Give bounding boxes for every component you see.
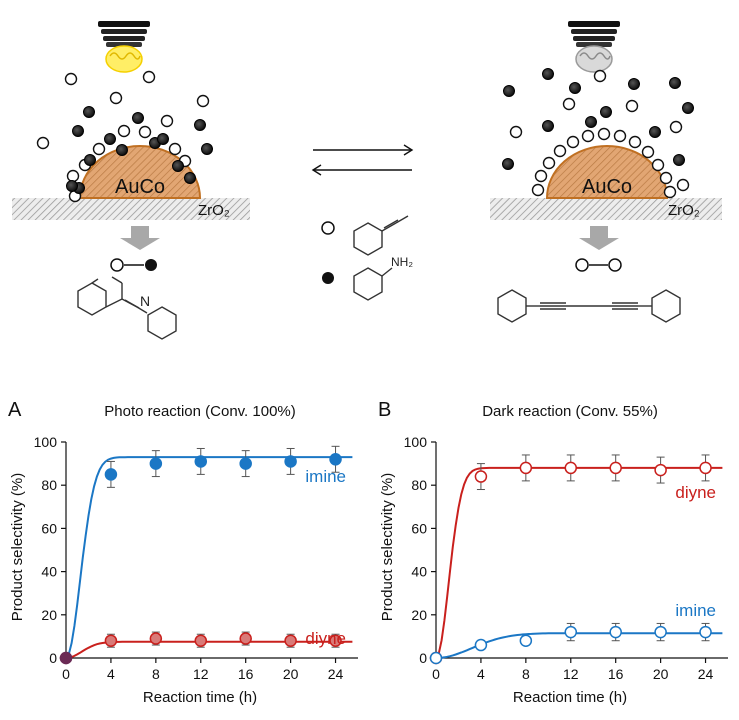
amine-group-label: NH₂: [391, 255, 413, 269]
chart-b-svg: B Dark reaction (Conv. 55%) Product sele…: [378, 399, 728, 706]
chart-b-x-tick-label: 24: [698, 666, 714, 682]
chart-a-y-tick-label: 60: [41, 520, 57, 536]
chart-b-imine-point: [519, 634, 533, 647]
chart-b-panel-label: B: [378, 399, 391, 421]
chart-b-y-tick-label: 60: [411, 520, 427, 536]
lamp-on-icon: [98, 21, 150, 73]
chart-a-diyne-point: [329, 634, 342, 647]
chart-panel-b: B Dark reaction (Conv. 55%) Product sele…: [370, 390, 739, 715]
chart-a-panel-label: A: [8, 399, 22, 421]
chart-b-title: Dark reaction (Conv. 55%): [482, 403, 658, 420]
molecules-left: [36, 70, 213, 203]
chart-a-y-tick-label: 40: [41, 564, 57, 580]
chart-b-y-tick-label: 80: [411, 477, 427, 493]
chart-b-imine-point: [564, 625, 578, 639]
chart-b-ylabel: Product selectivity (%): [379, 473, 396, 621]
support-right: [490, 198, 722, 220]
chart-a-plot-area: 0 20 40 60 80 100 0 4 8 12 16 20 24 imine diyne: [34, 434, 358, 682]
chart-b-x-tick-label: 12: [563, 666, 579, 682]
chart-b-x-tick-label: 20: [653, 666, 669, 682]
chart-b-x-tick-label: 0: [432, 666, 440, 682]
chart-a-x-tick-label: 0: [62, 666, 70, 682]
chart-a-imine-fit-line: [65, 456, 353, 659]
chart-b-diyne-point: [609, 461, 622, 475]
chart-b-diyne-point: [474, 470, 488, 483]
lamp-off-icon: [568, 21, 620, 73]
support-label-left: ZrO₂: [198, 202, 230, 219]
phenylacetylene-structure: [353, 215, 409, 256]
chart-a-y-tick-label: 100: [34, 434, 58, 450]
chart-b-plot-area: 0 20 40 60 80 100 0 4 8 12 16 20 24 diyne imine: [404, 434, 728, 682]
chart-a-imine-point: [239, 457, 252, 470]
chart-b-x-tick-label: 8: [522, 666, 530, 682]
chart-b-y-tick-label: 20: [411, 607, 427, 623]
equilibrium-arrows-icon: [311, 144, 414, 176]
chart-a-diyne-point: [104, 634, 118, 647]
chart-b-y-tick-label: 100: [404, 434, 428, 450]
chart-b-x-tick-label: 16: [608, 666, 624, 682]
reaction-scheme: ZrO₂ AuCo: [12, 21, 722, 340]
chart-a-diyne-point: [59, 651, 73, 665]
chart-a-imine-point: [149, 457, 163, 470]
chart-a-diyne-point: [239, 632, 252, 645]
chart-a-imine-point: [329, 453, 342, 466]
aniline-structure: [353, 267, 393, 301]
chart-a-x-tick-label: 24: [328, 666, 344, 682]
chart-b-imine-point: [609, 625, 622, 639]
chart-a-y-tick-label: 0: [49, 650, 57, 666]
chart-b-imine-point: [654, 625, 667, 639]
down-arrow-left-icon: [120, 226, 160, 250]
chart-b-diyne-point: [654, 463, 667, 477]
chart-a-diyne-point: [194, 634, 208, 647]
chart-a-x-tick-label: 4: [107, 666, 115, 682]
chart-a-x-tick-label: 12: [193, 666, 209, 682]
support-left: [12, 198, 250, 220]
chart-a-x-tick-label: 20: [283, 666, 299, 682]
particle-left: [78, 145, 202, 199]
aniline-legend-icon: [322, 272, 334, 284]
diyne-structure: [497, 289, 681, 323]
chart-a-diyne-point: [284, 634, 297, 647]
chart-a-imine-point: [104, 468, 118, 481]
chart-b-diyne-point: [519, 461, 533, 475]
phenylacetylene-legend-icon: [321, 221, 335, 235]
chart-b-y-tick-label: 0: [419, 650, 427, 666]
chart-a-diyne-point: [149, 632, 163, 645]
imine-n-atom: N: [140, 293, 150, 309]
chart-a-xlabel: Reaction time (h): [143, 689, 257, 706]
chart-a-imine-point: [194, 455, 208, 468]
chart-panel-a: A Photo reaction (Conv. 100%) Product se…: [0, 390, 369, 715]
chart-a-x-tick-label: 16: [238, 666, 254, 682]
chart-a-svg: A Photo reaction (Conv. 100%) Product se…: [8, 399, 358, 706]
chart-b-imine-point: [429, 651, 443, 665]
chart-b-xlabel: Reaction time (h): [513, 689, 627, 706]
molecules-right: [502, 68, 694, 199]
diyne-pair-icon: [575, 258, 622, 272]
chart-a-y-tick-label: 20: [41, 607, 57, 623]
chart-a-imine-series-label: imine: [305, 467, 346, 486]
chart-a-ylabel: Product selectivity (%): [9, 473, 26, 621]
chart-a-x-tick-label: 8: [152, 666, 160, 682]
down-arrow-right-icon: [579, 226, 619, 250]
imine-structure: [77, 276, 177, 340]
chart-b-diyne-series-label: diyne: [675, 483, 716, 502]
chart-a-diyne-series-label: diyne: [305, 629, 346, 648]
chart-b-imine-point: [699, 625, 712, 639]
chart-b-diyne-point: [564, 461, 578, 475]
chart-b-imine-point: [474, 638, 488, 652]
support-label-right: ZrO₂: [668, 202, 700, 219]
particle-label-left: AuCo: [115, 176, 165, 198]
chart-a-imine-point: [284, 455, 297, 468]
chart-b-imine-series-label: imine: [675, 601, 716, 620]
chart-b-diyne-point: [699, 461, 712, 475]
chart-a-y-tick-label: 80: [41, 477, 57, 493]
chart-b-diyne-fit-line: [435, 466, 723, 659]
chart-b-y-tick-label: 40: [411, 564, 427, 580]
imine-pair-icon: [110, 258, 157, 272]
chart-a-title: Photo reaction (Conv. 100%): [104, 403, 296, 420]
particle-label-right: AuCo: [582, 176, 632, 198]
chart-b-x-tick-label: 4: [477, 666, 485, 682]
